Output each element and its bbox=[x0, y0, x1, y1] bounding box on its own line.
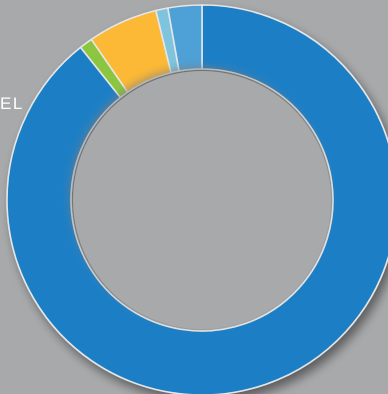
donut-hole-fill bbox=[73, 71, 331, 329]
donut-hole bbox=[69, 66, 331, 329]
donut-slice-1 bbox=[6, 4, 388, 394]
legend-label-partial: EL bbox=[0, 94, 24, 113]
